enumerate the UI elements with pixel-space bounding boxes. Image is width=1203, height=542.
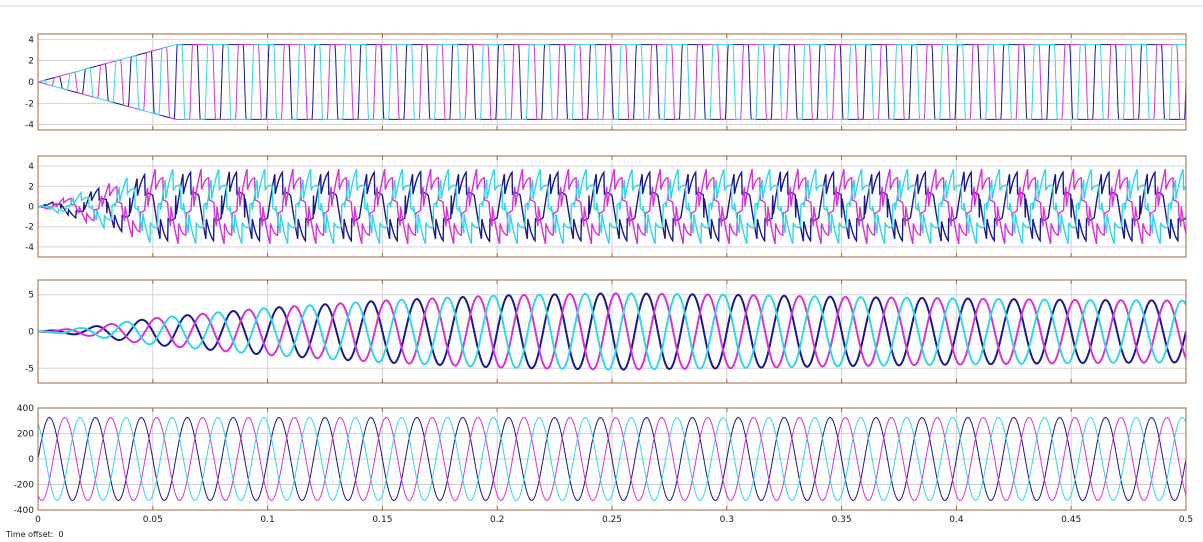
series-line-phase-1: [38, 44, 1186, 120]
x-tick-label: 0.3: [720, 515, 734, 525]
y-tick-label: -5: [25, 364, 34, 374]
y-tick-label: 0: [28, 203, 34, 213]
y-tick-label: 0: [28, 78, 34, 88]
x-tick-labels: 0 0.05 0.1 0.15 0.2 0.25 0.3 0.35 0.4 0.45 0.5: [35, 515, 1193, 525]
y-tick-label: -400: [14, 506, 35, 516]
scope-panel-2: -4 -2 0 2 4: [25, 155, 1187, 258]
x-tick-label: 0.45: [1061, 515, 1081, 525]
x-tick-label: 0.2: [490, 515, 504, 525]
scope-panel-3: -5 0 5: [25, 279, 1187, 384]
x-tick-label: 0.15: [372, 515, 392, 525]
y-tick-label: 4: [28, 35, 34, 45]
time-offset-label: Time offset:: [6, 530, 54, 539]
axes-layer: -4 -2 0 2 4 -4 -2 0 2 4 -5 0 5 -400 -200 0 200 400: [0, 5, 1203, 516]
y-tick-label: -4: [25, 243, 34, 253]
scope-panel-1: -4 -2 0 2 4: [25, 33, 1187, 131]
series-line-phase-1: [38, 169, 1186, 244]
series-line-phase-3: [38, 417, 1186, 501]
series-line-phase-2: [38, 292, 1186, 371]
y-tick-label: 400: [17, 404, 34, 414]
time-offset-readout: Time offset: 0: [6, 530, 64, 539]
x-tick-label: 0.35: [832, 515, 852, 525]
scope-panel-4: -400 -200 0 200 400: [14, 404, 1187, 516]
series-line-phase-3: [38, 292, 1186, 371]
y-tick-label: -4: [25, 121, 34, 131]
y-tick-label: 5: [28, 291, 34, 301]
x-tick-label: 0.25: [602, 515, 622, 525]
x-tick-label: 0.05: [143, 515, 163, 525]
series-line-phase-2: [38, 417, 1186, 501]
y-tick-label: 2: [28, 57, 34, 67]
time-offset-value: 0: [58, 530, 64, 539]
series-line-phase-3: [38, 44, 1186, 120]
series-line-phase-2: [38, 44, 1186, 120]
y-tick-label: 0: [28, 328, 34, 338]
y-tick-label: 200: [17, 430, 34, 440]
x-tick-label: 0: [35, 515, 41, 525]
series-line-phase-1: [38, 417, 1186, 501]
y-tick-label: -200: [14, 481, 35, 491]
y-tick-label: 0: [28, 455, 34, 465]
series-line-phase-1: [38, 292, 1186, 371]
x-tick-label: 0.1: [260, 515, 274, 525]
y-tick-label: -2: [25, 223, 34, 233]
y-tick-label: -2: [25, 99, 34, 109]
series-line-phase-2: [38, 168, 1186, 245]
x-tick-label: 0.4: [949, 515, 964, 525]
y-tick-label: 4: [28, 162, 34, 172]
x-tick-label: 0.5: [1179, 515, 1193, 525]
y-tick-label: 2: [28, 182, 34, 192]
series-line-phase-3: [38, 169, 1186, 244]
